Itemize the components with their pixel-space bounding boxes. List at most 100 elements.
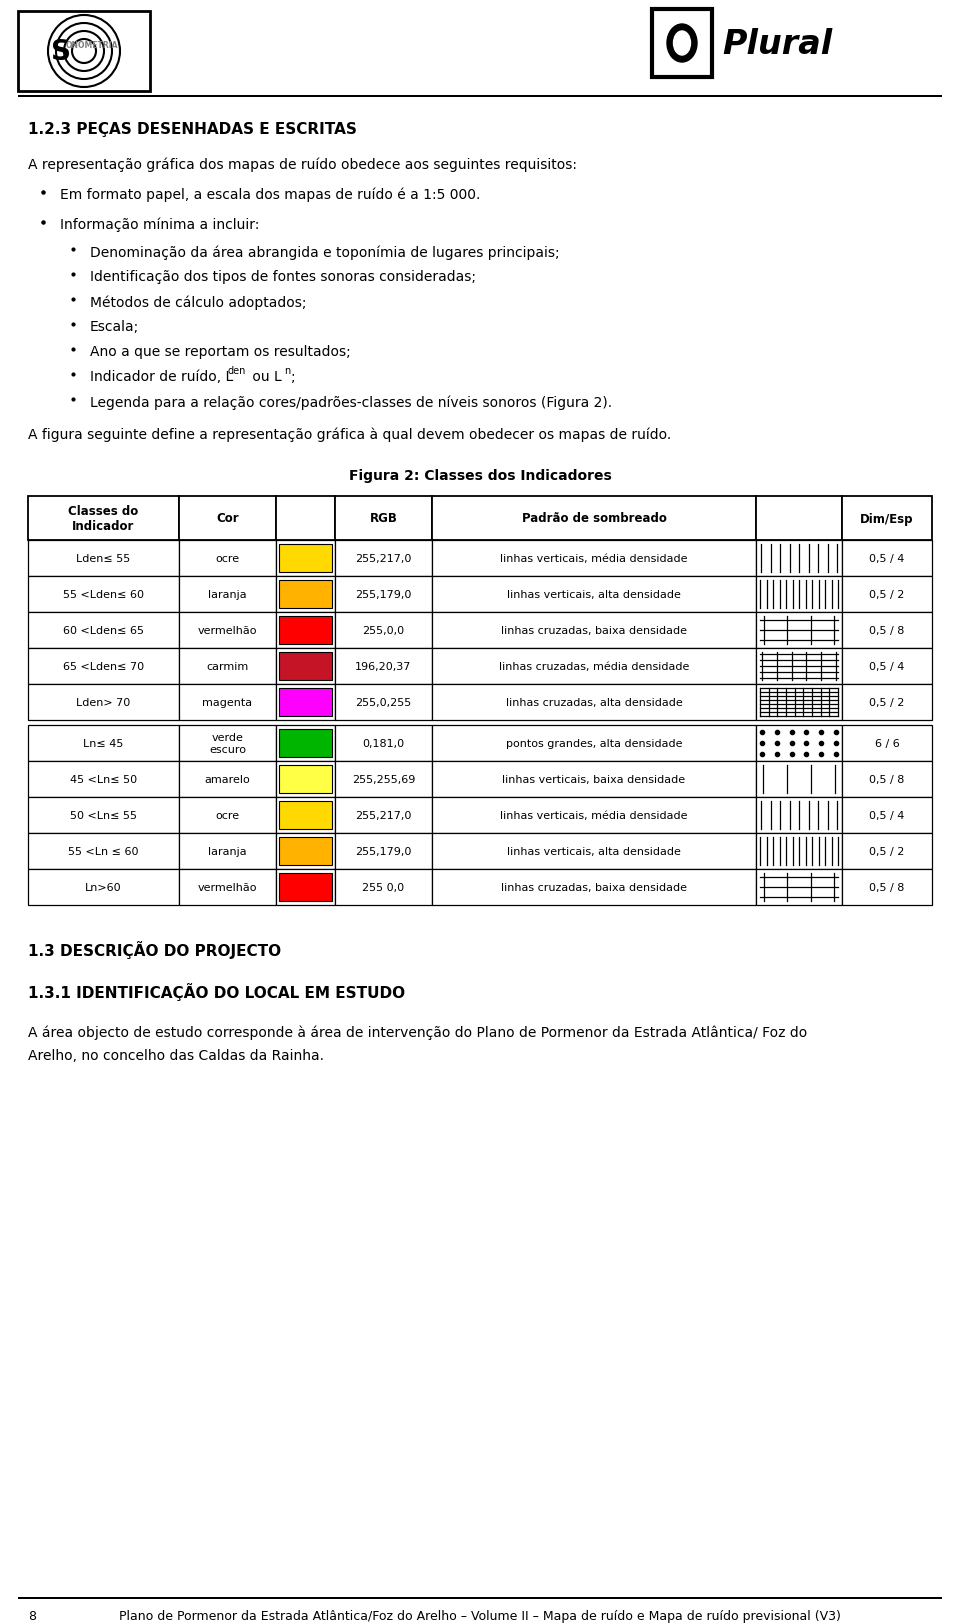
Text: Denominação da área abrangida e toponímia de lugares principais;: Denominação da área abrangida e toponími… bbox=[90, 245, 560, 260]
Text: linhas verticais, média densidade: linhas verticais, média densidade bbox=[500, 553, 687, 563]
Bar bbox=[432, 576, 756, 612]
Bar bbox=[842, 612, 932, 649]
Text: 1.2.3 PEÇAS DESENHADAS E ESCRITAS: 1.2.3 PEÇAS DESENHADAS E ESCRITAS bbox=[28, 122, 357, 136]
Text: 0,5 / 2: 0,5 / 2 bbox=[870, 589, 904, 599]
Text: 0,5 / 4: 0,5 / 4 bbox=[870, 662, 904, 672]
Text: 6 / 6: 6 / 6 bbox=[875, 738, 900, 748]
Bar bbox=[179, 725, 276, 761]
Bar bbox=[276, 649, 335, 685]
Text: Ano a que se reportam os resultados;: Ano a que se reportam os resultados; bbox=[90, 344, 350, 359]
Text: ocre: ocre bbox=[215, 810, 240, 821]
Bar bbox=[28, 834, 179, 870]
Text: Arelho, no concelho das Caldas da Rainha.: Arelho, no concelho das Caldas da Rainha… bbox=[28, 1048, 324, 1063]
Bar bbox=[279, 688, 332, 717]
Bar bbox=[279, 617, 332, 644]
Bar bbox=[432, 612, 756, 649]
Text: linhas cruzadas, média densidade: linhas cruzadas, média densidade bbox=[499, 662, 689, 672]
Text: linhas verticais, baixa densidade: linhas verticais, baixa densidade bbox=[502, 774, 685, 784]
Bar bbox=[842, 870, 932, 906]
Bar bbox=[279, 652, 332, 680]
Bar bbox=[432, 761, 756, 797]
Bar bbox=[432, 685, 756, 721]
Bar bbox=[18, 11, 150, 93]
Text: pontos grandes, alta densidade: pontos grandes, alta densidade bbox=[506, 738, 683, 748]
Text: carmim: carmim bbox=[206, 662, 249, 672]
Bar bbox=[756, 725, 842, 761]
Bar bbox=[756, 834, 842, 870]
Text: Figura 2: Classes dos Indicadores: Figura 2: Classes dos Indicadores bbox=[348, 469, 612, 482]
Text: 55 <Lden≤ 60: 55 <Lden≤ 60 bbox=[63, 589, 144, 599]
Text: Escala;: Escala; bbox=[90, 320, 139, 334]
Text: 255,255,69: 255,255,69 bbox=[351, 774, 415, 784]
Text: Padrão de sombreado: Padrão de sombreado bbox=[521, 513, 666, 526]
Bar bbox=[179, 870, 276, 906]
Bar bbox=[276, 685, 335, 721]
Bar bbox=[279, 545, 332, 573]
Text: 0,5 / 8: 0,5 / 8 bbox=[870, 774, 904, 784]
Text: 255,0,255: 255,0,255 bbox=[355, 698, 412, 708]
Bar bbox=[28, 540, 179, 576]
Bar bbox=[842, 685, 932, 721]
Text: Legenda para a relação cores/padrões-classes de níveis sonoros (Figura 2).: Legenda para a relação cores/padrões-cla… bbox=[90, 394, 612, 409]
Text: 65 <Lden≤ 70: 65 <Lden≤ 70 bbox=[63, 662, 144, 672]
Text: magenta: magenta bbox=[203, 698, 252, 708]
Bar bbox=[756, 497, 842, 540]
Bar bbox=[335, 576, 432, 612]
Bar bbox=[335, 649, 432, 685]
Ellipse shape bbox=[674, 32, 690, 55]
Bar bbox=[28, 612, 179, 649]
Text: A área objecto de estudo corresponde à área de intervenção do Plano de Pormenor : A área objecto de estudo corresponde à á… bbox=[28, 1024, 807, 1039]
Bar bbox=[842, 725, 932, 761]
Bar bbox=[335, 870, 432, 906]
Bar bbox=[432, 834, 756, 870]
Text: Informação mínima a incluir:: Informação mínima a incluir: bbox=[60, 217, 259, 232]
Text: Ln≤ 45: Ln≤ 45 bbox=[84, 738, 124, 748]
Text: linhas cruzadas, baixa densidade: linhas cruzadas, baixa densidade bbox=[501, 625, 687, 636]
Text: Dim/Esp: Dim/Esp bbox=[860, 513, 914, 526]
Text: Lden≤ 55: Lden≤ 55 bbox=[77, 553, 131, 563]
Text: linhas cruzadas, alta densidade: linhas cruzadas, alta densidade bbox=[506, 698, 683, 708]
Bar bbox=[652, 10, 712, 78]
Bar bbox=[842, 649, 932, 685]
Text: 255,217,0: 255,217,0 bbox=[355, 553, 412, 563]
Text: 0,5 / 8: 0,5 / 8 bbox=[870, 883, 904, 893]
Text: 0,5 / 2: 0,5 / 2 bbox=[870, 847, 904, 857]
Bar bbox=[276, 612, 335, 649]
Bar bbox=[335, 761, 432, 797]
Bar bbox=[756, 761, 842, 797]
Bar bbox=[179, 685, 276, 721]
Bar bbox=[756, 870, 842, 906]
Text: Indicador de ruído, L: Indicador de ruído, L bbox=[90, 370, 233, 383]
Text: 255,217,0: 255,217,0 bbox=[355, 810, 412, 821]
Bar bbox=[842, 761, 932, 797]
Text: 60 <Lden≤ 65: 60 <Lden≤ 65 bbox=[63, 625, 144, 636]
Text: 0,181,0: 0,181,0 bbox=[363, 738, 404, 748]
Text: Em formato papel, a escala dos mapas de ruído é a 1:5 000.: Em formato papel, a escala dos mapas de … bbox=[60, 188, 480, 203]
Bar bbox=[842, 576, 932, 612]
Bar bbox=[432, 870, 756, 906]
Bar bbox=[28, 685, 179, 721]
Text: A representação gráfica dos mapas de ruído obedece aos seguintes requisitos:: A representação gráfica dos mapas de ruí… bbox=[28, 157, 577, 172]
Text: amarelo: amarelo bbox=[204, 774, 251, 784]
Text: Plural: Plural bbox=[722, 28, 832, 60]
Bar bbox=[335, 834, 432, 870]
Bar bbox=[276, 540, 335, 576]
Bar bbox=[432, 649, 756, 685]
Text: 255,179,0: 255,179,0 bbox=[355, 589, 412, 599]
Text: Cor: Cor bbox=[216, 513, 239, 526]
Text: verde
escuro: verde escuro bbox=[209, 732, 246, 755]
Bar bbox=[179, 576, 276, 612]
Bar bbox=[756, 576, 842, 612]
Text: linhas verticais, média densidade: linhas verticais, média densidade bbox=[500, 810, 687, 821]
Text: ONOMETRIA: ONOMETRIA bbox=[66, 41, 118, 49]
Bar bbox=[276, 761, 335, 797]
Text: 0,5 / 2: 0,5 / 2 bbox=[870, 698, 904, 708]
Text: ou L: ou L bbox=[248, 370, 281, 383]
Text: linhas verticais, alta densidade: linhas verticais, alta densidade bbox=[507, 847, 681, 857]
Text: 45 <Ln≤ 50: 45 <Ln≤ 50 bbox=[70, 774, 137, 784]
Bar bbox=[279, 730, 332, 758]
Bar bbox=[335, 797, 432, 834]
Bar bbox=[335, 725, 432, 761]
Text: laranja: laranja bbox=[208, 847, 247, 857]
Bar bbox=[756, 612, 842, 649]
